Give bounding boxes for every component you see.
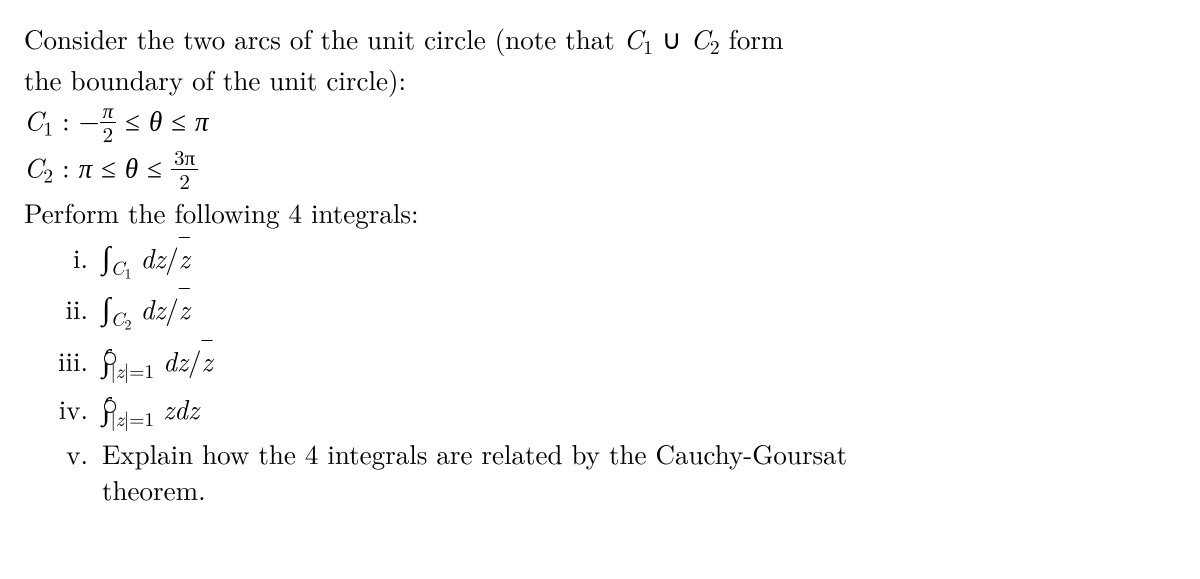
- integral-icon: ∫: [102, 285, 111, 329]
- perform-line: Perform the following 4 integrals:: [24, 194, 1176, 230]
- def-c2-var: C: [24, 147, 43, 185]
- iv-z: z: [163, 389, 174, 427]
- iii-lower: |z|=1: [111, 355, 155, 383]
- def-c2-lhs: π: [79, 147, 93, 185]
- integral-icon: ∫: [102, 234, 111, 278]
- body-iii: ∫|z|=1 dz/z: [102, 339, 1176, 383]
- v-text-line1: Explain how the 4 integrals are related …: [102, 434, 847, 472]
- intro-c2-var: C: [691, 19, 710, 57]
- body-i: ∫C1 dz/z: [102, 236, 1176, 283]
- def-c1: C1 : −π2 ≤ θ ≤ π: [24, 100, 1176, 145]
- ii-slash: /: [165, 289, 179, 327]
- marker-iv: iv.: [24, 390, 102, 426]
- def-c1-le1: ≤: [116, 100, 149, 138]
- def-c2-frac-den: 2: [171, 170, 198, 192]
- iv-dz: dz: [174, 389, 199, 427]
- intro-line1-post: form: [720, 19, 784, 57]
- body-v: Explain how the 4 integrals are related …: [102, 435, 1176, 508]
- iii-dz: dz: [163, 341, 188, 379]
- body-ii: ∫C2 dz/z: [102, 287, 1176, 334]
- def-c2-le1: ≤: [92, 147, 125, 185]
- def-c1-colon: :: [53, 100, 79, 138]
- oint-icon: ∫: [102, 339, 111, 381]
- oint-icon: ∫: [102, 387, 111, 429]
- i-lower: C1: [111, 253, 132, 281]
- list-item-i: i. ∫C1 dz/z: [24, 236, 1176, 283]
- marker-ii: ii.: [24, 290, 102, 326]
- ii-lower: C2: [111, 304, 132, 332]
- body-iv: ∫|z|=1 zdz: [102, 387, 1176, 431]
- def-c2: C2 : π ≤ θ ≤ 3π2: [24, 147, 1176, 192]
- def-c2-colon: :: [53, 147, 79, 185]
- def-c2-le2: ≤: [138, 147, 171, 185]
- def-c1-neg: −: [79, 100, 100, 138]
- iii-slash: /: [188, 341, 202, 379]
- intro-union: ∪: [653, 19, 691, 57]
- ii-dz: dz: [140, 289, 165, 327]
- marker-i: i.: [24, 239, 102, 275]
- v-text-line2: theorem.: [102, 470, 206, 508]
- def-c2-theta: θ: [125, 147, 138, 185]
- i-dz: dz: [140, 238, 165, 276]
- def-c1-frac-den: 2: [100, 123, 117, 145]
- list-item-iii: iii. ∫|z|=1 dz/z: [24, 339, 1176, 383]
- intro-line-2: the boundary of the unit circle):: [24, 61, 1176, 97]
- list-item-iv: iv. ∫|z|=1 zdz: [24, 387, 1176, 431]
- def-c2-frac: 3π2: [171, 147, 198, 192]
- list-item-v: v. Explain how the 4 integrals are relat…: [24, 435, 1176, 508]
- def-c1-var: C: [24, 100, 43, 138]
- intro-c2-sub: 2: [710, 32, 720, 60]
- intro-c1-sub: 1: [643, 32, 653, 60]
- marker-v: v.: [24, 435, 102, 471]
- iv-lower: |z|=1: [111, 403, 155, 431]
- i-slash: /: [165, 238, 179, 276]
- def-c1-rhs: π: [195, 100, 209, 138]
- ii-zbar: z: [179, 289, 190, 327]
- iii-zbar: z: [201, 341, 212, 379]
- list-item-ii: ii. ∫C2 dz/z: [24, 287, 1176, 334]
- marker-iii: iii.: [24, 342, 102, 378]
- i-zbar: z: [179, 238, 190, 276]
- def-c2-sub: 2: [43, 160, 53, 188]
- def-c1-sub: 1: [43, 113, 53, 141]
- def-c1-theta: θ: [149, 100, 162, 138]
- intro-c1-var: C: [624, 19, 643, 57]
- integral-list: i. ∫C1 dz/z ii. ∫C2 dz/z iii. ∫|z|=1 dz/…: [24, 236, 1176, 507]
- def-c1-frac: π2: [100, 100, 117, 145]
- intro-line1-pre: Consider the two arcs of the unit circle…: [24, 19, 624, 57]
- def-c1-le2: ≤: [162, 100, 195, 138]
- intro-line-1: Consider the two arcs of the unit circle…: [24, 20, 1176, 59]
